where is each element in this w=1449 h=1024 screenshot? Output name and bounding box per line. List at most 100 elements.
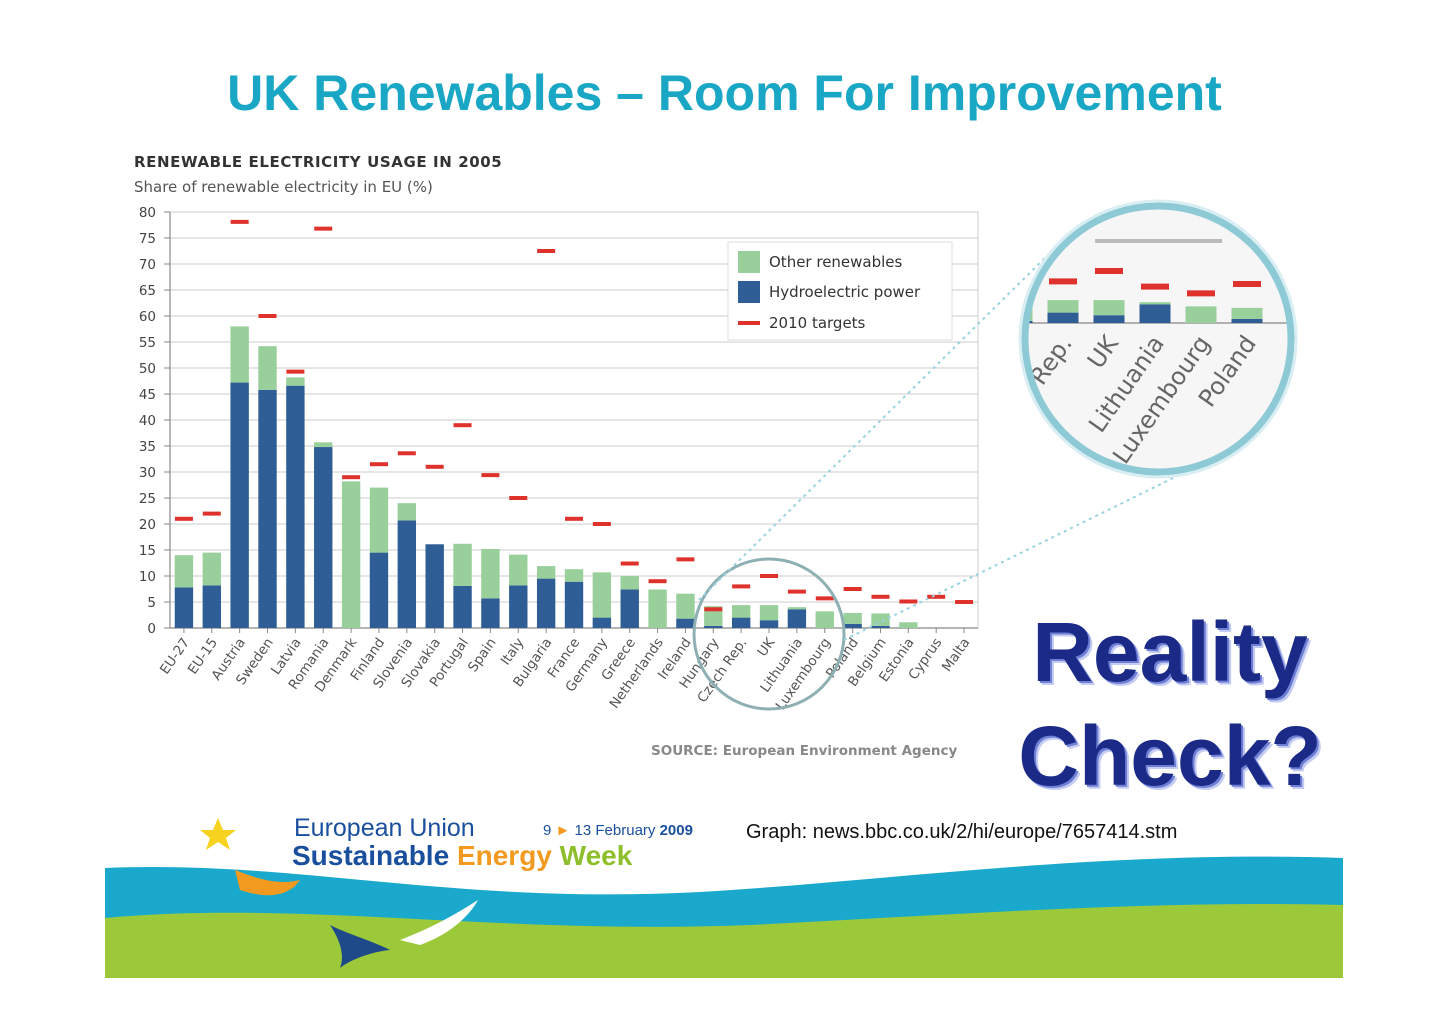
magnifier-target-marker — [1233, 281, 1261, 287]
grass-wave — [105, 904, 1343, 978]
target-marker — [537, 249, 556, 253]
magnifier-target-marker — [1049, 278, 1077, 285]
bar-other-renewables — [676, 593, 695, 619]
magnifier-bar-hydroelectric — [1047, 312, 1079, 323]
bar-other-renewables — [286, 377, 305, 386]
y-tick-label: 10 — [139, 569, 156, 585]
target-marker — [314, 226, 333, 231]
eu-date-end: 13 February — [574, 822, 656, 839]
y-tick-label: 35 — [139, 439, 156, 455]
target-marker — [565, 516, 583, 521]
bar-hydroelectric — [509, 585, 528, 628]
magnifier-bar-hydroelectric — [1093, 315, 1125, 323]
bar-other-renewables — [899, 622, 918, 628]
bar-other-renewables — [258, 346, 277, 390]
target-marker — [174, 516, 193, 521]
eu-word-week: Week — [559, 840, 633, 871]
magnifier-background — [1025, 206, 1291, 472]
bar-other-renewables — [369, 487, 389, 553]
y-tick-label: 50 — [139, 361, 156, 377]
bar-hydroelectric — [425, 544, 444, 628]
bar-other-renewables — [787, 607, 807, 610]
target-marker — [760, 574, 779, 578]
bar-other-renewables — [453, 543, 472, 586]
target-marker — [258, 314, 277, 318]
bar-other-renewables — [731, 605, 751, 618]
figure-blue-icon — [330, 925, 390, 968]
bar-hydroelectric — [676, 618, 695, 628]
bar-other-renewables — [620, 576, 639, 590]
target-marker — [843, 587, 862, 591]
y-tick-label: 25 — [139, 491, 156, 507]
white-swoosh — [400, 900, 478, 945]
magnifier-target-marker — [1141, 283, 1169, 290]
target-marker — [202, 511, 221, 516]
y-tick-label: 45 — [139, 387, 156, 403]
target-marker — [592, 522, 611, 526]
bar-hydroelectric — [536, 578, 556, 628]
bar-hydroelectric — [202, 585, 221, 628]
chart-legend: Other renewables Hydroelectric power 2010 … — [727, 241, 953, 341]
y-tick-label: 20 — [139, 517, 156, 533]
legend-swatch — [738, 281, 760, 303]
target-marker — [871, 594, 890, 599]
bar-hydroelectric — [314, 447, 333, 628]
bar-hydroelectric — [286, 385, 305, 628]
bar-hydroelectric — [481, 598, 500, 628]
bar-hydroelectric — [787, 609, 807, 628]
magnifier-bar-hydroelectric — [1231, 318, 1263, 323]
magnifier-target-marker — [1095, 268, 1123, 274]
bar-other-renewables — [314, 442, 333, 448]
target-marker — [955, 600, 974, 604]
target-marker — [481, 473, 500, 478]
arrow-icon: ► — [555, 822, 571, 839]
target-marker — [286, 369, 305, 374]
eu-logo-line2: Sustainable Energy Week — [292, 840, 632, 872]
target-marker — [453, 423, 472, 428]
y-tick-label: 65 — [139, 283, 156, 299]
target-marker — [648, 579, 667, 584]
bar-hydroelectric — [620, 589, 639, 628]
y-tick-label: 70 — [139, 257, 156, 273]
eu-logo-line1: European Union — [294, 814, 475, 842]
target-marker — [899, 599, 918, 604]
chart-source: SOURCE: European Environment Agency — [651, 743, 958, 759]
magnifier-ring-outer — [1018, 199, 1298, 479]
target-marker — [230, 219, 249, 224]
bar-hydroelectric — [397, 520, 417, 628]
y-tick-label: 5 — [147, 595, 156, 611]
eu-word-sustainable: Sustainable — [292, 840, 450, 871]
target-marker — [509, 496, 528, 500]
y-tick-label: 0 — [147, 621, 156, 637]
bar-other-renewables — [230, 326, 249, 383]
bar-hydroelectric — [369, 552, 389, 628]
eu-event-dates: 9 ► 13 February 2009 — [543, 822, 693, 839]
bar-hydroelectric — [453, 585, 472, 628]
bar-other-renewables — [536, 566, 556, 579]
target-marker — [927, 594, 946, 599]
y-tick-label: 60 — [139, 309, 156, 325]
connector-line — [843, 449, 1231, 641]
target-marker — [704, 607, 723, 612]
connector-line — [698, 244, 1059, 601]
magnifier-bar-other-renewables — [1231, 307, 1263, 319]
target-marker — [620, 561, 639, 566]
bar-other-renewables — [341, 481, 361, 628]
magnifier-bar-hydroelectric — [1139, 304, 1171, 323]
magnifier-bar-other-renewables — [1185, 306, 1217, 323]
bar-other-renewables — [871, 613, 890, 626]
reality-check-callout: Reality Check? — [1018, 605, 1322, 803]
bar-hydroelectric — [871, 625, 890, 628]
eu-date-start: 9 — [543, 822, 552, 839]
bar-other-renewables — [202, 552, 221, 586]
slide-title: UK Renewables – Room For Improvement — [227, 65, 1222, 121]
legend-label: 2010 targets — [769, 314, 866, 332]
bar-other-renewables — [759, 605, 779, 621]
bar-other-renewables — [509, 554, 528, 586]
eu-date-year: 2009 — [659, 822, 693, 839]
figure-orange-icon — [235, 870, 300, 896]
bar-hydroelectric — [258, 389, 277, 628]
